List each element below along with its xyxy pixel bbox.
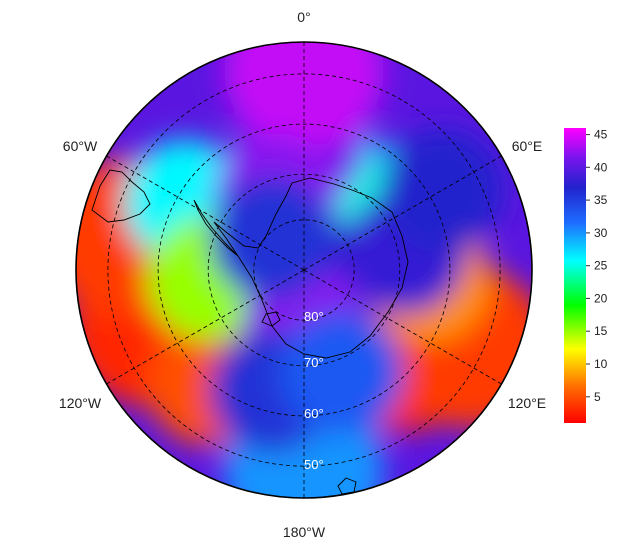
colorbar-ramp xyxy=(564,128,586,423)
lat-circle-50 xyxy=(107,73,501,467)
lat-label-80: 80° xyxy=(304,309,324,324)
lon-label-120w: 120°W xyxy=(59,395,102,411)
lon-label-60w: 60°W xyxy=(63,138,98,154)
graticule xyxy=(106,42,502,498)
colorbar: 45 40 35 30 25 20 15 10 5 xyxy=(564,128,608,423)
lon-label-0: 0° xyxy=(297,9,310,25)
lon-label-60e: 60°E xyxy=(512,138,543,154)
lon-label-120e: 120°E xyxy=(508,395,546,411)
meridian-240 xyxy=(106,269,305,385)
lat-label-50: 50° xyxy=(304,457,324,472)
longitude-labels: 0° 60°W 60°E 120°W 120°E 180°W xyxy=(59,9,546,540)
new-zealand-coastline xyxy=(337,477,357,495)
lat-circle-60 xyxy=(157,123,451,417)
colorbar-tick-label: 40 xyxy=(594,160,608,174)
field-region-20 xyxy=(279,310,404,435)
field-region-15 xyxy=(380,128,505,253)
meridian-60 xyxy=(303,155,502,271)
colorbar-tick-label: 5 xyxy=(594,390,601,404)
colorbar-tick-label: 35 xyxy=(594,193,608,207)
latitude-labels: 80° 70° 60° 50° xyxy=(304,309,324,472)
field-blobs xyxy=(76,42,532,498)
antarctica-coastline xyxy=(213,177,409,359)
colorbar-tick-label: 10 xyxy=(594,357,608,371)
field-region-12 xyxy=(224,42,384,150)
colorbar-tick-label: 15 xyxy=(594,324,608,338)
colorbar-ticks: 45 40 35 30 25 20 15 10 5 xyxy=(586,128,608,404)
antarctic-peninsula-coastline xyxy=(193,199,239,257)
colorbar-tick-label: 20 xyxy=(594,291,608,305)
meridian-300 xyxy=(106,155,305,271)
south-america-coastline xyxy=(91,169,151,223)
lat-circle-70 xyxy=(207,173,401,367)
colorbar-tick-label: 45 xyxy=(594,128,608,142)
lon-label-180w: 180°W xyxy=(283,524,326,540)
map-boundary xyxy=(75,41,533,499)
colorbar-tick-label: 30 xyxy=(594,226,608,240)
field-region-21 xyxy=(209,175,334,300)
ross-ice-edge xyxy=(261,311,281,327)
coastlines xyxy=(91,169,409,495)
lat-label-70: 70° xyxy=(304,355,324,370)
colorbar-tick-label: 25 xyxy=(594,259,608,273)
data-field xyxy=(76,42,532,498)
meridian-120 xyxy=(303,269,502,385)
lat-label-60: 60° xyxy=(304,406,324,421)
